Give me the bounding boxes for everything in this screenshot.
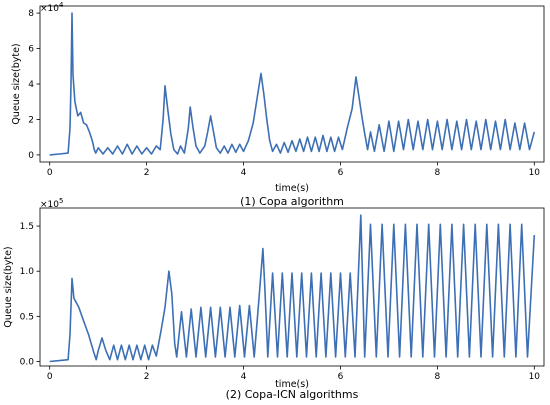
x-tick-label: 6 — [338, 168, 344, 178]
x-axis-ticks: 0 2 4 6 8 10 — [47, 366, 540, 382]
y-tick-label: 0 — [28, 151, 34, 161]
series-group — [49, 12, 536, 156]
y-tick-label: 0.0 — [20, 357, 35, 367]
x-axis-ticks: 0 2 4 6 8 10 — [47, 162, 540, 178]
y-tick-label: 8 — [28, 9, 34, 19]
x-tick-label: 4 — [241, 168, 247, 178]
y-tick-label: 0.5 — [20, 312, 34, 322]
y-axis-label: Queue size(byte) — [11, 43, 22, 124]
y-axis-ticks: 0 2 4 6 8 — [28, 9, 40, 161]
x-tick-label: 8 — [435, 168, 441, 178]
x-axis-label: time(s) — [275, 183, 309, 194]
chart-caption: (1) Copa algorithm — [240, 195, 344, 208]
y-tick-label: 1.0 — [20, 267, 35, 277]
y-multiplier: ×104 — [40, 1, 64, 14]
x-tick-label: 6 — [338, 372, 344, 382]
y-tick-label: 6 — [28, 45, 34, 55]
y-axis-ticks: 0.0 0.5 1.0 1.5 — [20, 222, 40, 367]
chart-panel-copa-icn: 0 2 4 6 8 10 0.0 0.5 1.0 1.5 ×105 Queue size(byt… — [3, 197, 545, 401]
x-tick-label: 2 — [144, 168, 150, 178]
chart-caption: (2) Copa-ICN algorithms — [226, 388, 359, 401]
x-tick-label: 0 — [47, 372, 53, 382]
x-tick-label: 0 — [47, 168, 53, 178]
series-group — [49, 214, 536, 363]
x-tick-label: 8 — [435, 372, 441, 382]
series-line — [49, 214, 536, 363]
plot-frame — [39, 5, 545, 163]
x-tick-label: 2 — [144, 372, 150, 382]
y-axis-label: Queue size(byte) — [3, 246, 14, 327]
x-tick-label: 10 — [529, 372, 541, 382]
x-tick-label: 4 — [241, 372, 247, 382]
y-multiplier: ×105 — [40, 197, 63, 210]
x-tick-label: 10 — [529, 168, 541, 178]
y-tick-label: 1.5 — [20, 222, 34, 232]
series-line — [49, 12, 536, 156]
y-tick-label: 2 — [28, 115, 34, 125]
chart-panel-copa: 0 2 4 6 8 10 0 2 4 6 8 ×104 Queue size(byte) time… — [11, 1, 545, 208]
plot-frame — [39, 207, 545, 367]
x-axis-label: time(s) — [275, 379, 309, 390]
y-tick-label: 4 — [28, 80, 34, 90]
